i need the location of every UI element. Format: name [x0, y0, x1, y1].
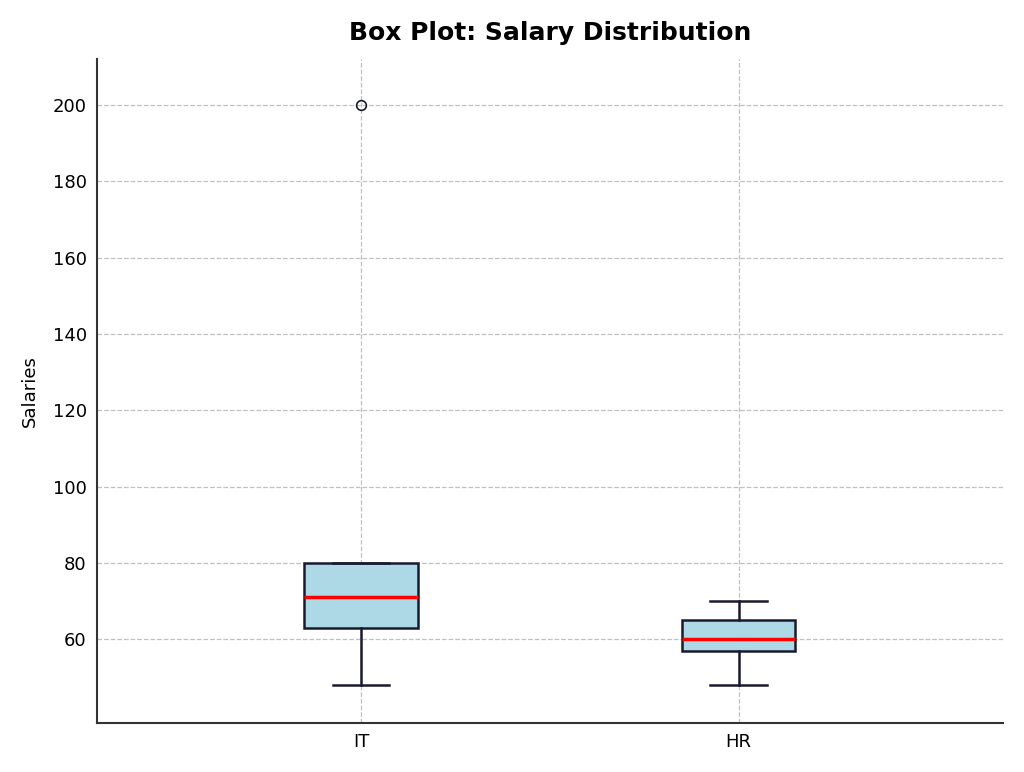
Title: Box Plot: Salary Distribution: Box Plot: Salary Distribution: [349, 21, 751, 45]
PathPatch shape: [682, 621, 796, 651]
PathPatch shape: [304, 563, 418, 628]
Y-axis label: Salaries: Salaries: [20, 355, 39, 427]
